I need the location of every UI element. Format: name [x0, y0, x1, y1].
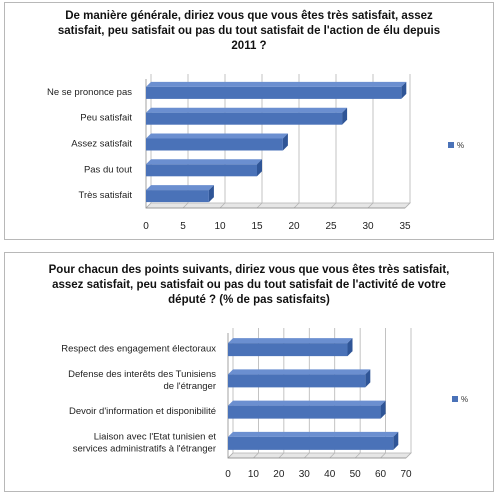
bar-end-face	[365, 369, 371, 388]
x-tick-label: 70	[400, 469, 412, 480]
x-tick-label: 30	[299, 469, 311, 480]
gridline	[256, 202, 263, 209]
bar-end-face	[393, 431, 399, 450]
x-tick-label: 0	[143, 221, 149, 232]
bar-top-face	[146, 81, 407, 87]
bar	[146, 138, 283, 151]
gridline	[253, 452, 259, 459]
category-label: Peu satisfait	[80, 113, 132, 124]
bar	[146, 190, 209, 203]
x-tick-label: 15	[251, 221, 263, 232]
gridline	[219, 202, 226, 209]
gridline	[367, 202, 374, 209]
bar	[228, 436, 394, 450]
bar-top-face	[146, 133, 288, 139]
category-label: Devoir d'information et disponibilité	[69, 406, 216, 417]
gridline	[293, 202, 300, 209]
gridline	[329, 452, 335, 459]
bar-end-face	[257, 159, 262, 177]
x-tick-label: 35	[399, 221, 411, 232]
category-label: Assez satisfait	[71, 139, 132, 150]
bar-top-face	[228, 369, 371, 375]
bar	[228, 343, 348, 357]
gridline	[380, 452, 386, 459]
category-label: Respect des engagement électoraux	[61, 344, 216, 355]
x-tick-label: 0	[225, 469, 231, 480]
bar	[228, 405, 381, 419]
bar	[146, 164, 257, 177]
bar-top-face	[228, 431, 399, 437]
bar-end-face	[401, 81, 407, 99]
bar	[146, 112, 343, 125]
bar-top-face	[228, 400, 386, 406]
x-tick-label: 25	[325, 221, 337, 232]
gridline	[354, 452, 361, 459]
plot-area	[228, 328, 411, 458]
bar	[146, 86, 402, 99]
bar-end-face	[208, 185, 214, 203]
chart-title: Pour chacun des points suivants, diriez …	[48, 264, 450, 306]
x-tick-label: 10	[214, 221, 226, 232]
category-label: Ne se prononce pas	[47, 87, 132, 98]
category-label: Liaison avec l'Etat tunisien et services …	[73, 431, 217, 454]
x-tick-label: 30	[362, 221, 374, 232]
gridline	[404, 202, 411, 209]
category-label: Pas du tout	[84, 164, 132, 175]
x-tick-label: 20	[288, 221, 300, 232]
legend-label: %	[457, 141, 464, 150]
gridline	[182, 202, 189, 209]
category-label: Defense des interêts des Tunisiens de l'é…	[68, 369, 216, 392]
bar-top-face	[228, 338, 353, 344]
legend-label: %	[461, 395, 468, 404]
gridline	[304, 452, 310, 459]
category-label: Très satisfait	[79, 190, 133, 201]
bar-top-face	[146, 159, 262, 165]
bar-end-face	[380, 400, 386, 419]
bar	[228, 374, 366, 388]
bar-top-face	[146, 107, 348, 113]
gridline	[330, 202, 337, 209]
x-tick-label: 50	[350, 469, 362, 480]
x-tick-label: 20	[273, 469, 285, 480]
legend-swatch	[448, 142, 454, 148]
legend-swatch	[452, 396, 458, 402]
x-tick-label: 60	[375, 469, 387, 480]
bar-top-face	[146, 185, 214, 191]
x-tick-label: 40	[324, 469, 336, 480]
gridline	[278, 452, 285, 459]
gridline	[405, 452, 412, 459]
bar-end-face	[342, 107, 348, 125]
bar-end-face	[282, 133, 288, 151]
gridline	[145, 202, 152, 209]
gridline	[227, 452, 234, 459]
bar-end-face	[347, 338, 353, 357]
x-tick-label: 5	[180, 221, 186, 232]
x-tick-label: 10	[248, 469, 260, 480]
chart-title: De manière générale, diriez vous que vou…	[57, 10, 441, 52]
